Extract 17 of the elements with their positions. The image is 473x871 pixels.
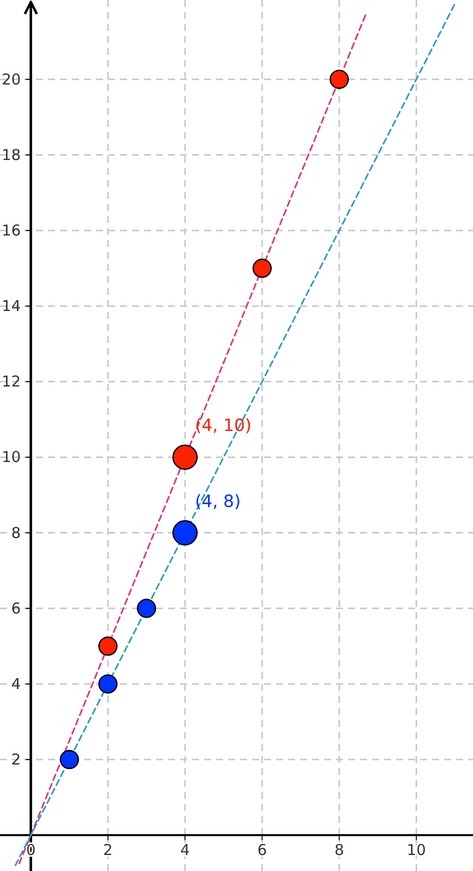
annotation: (4, 10) bbox=[195, 416, 252, 436]
y-tick-label: 2 bbox=[11, 750, 21, 769]
x-tick-label: 6 bbox=[257, 841, 267, 860]
y-tick-label: 12 bbox=[2, 372, 21, 391]
y-tick-label: 10 bbox=[2, 448, 21, 466]
x-tick-label: 8 bbox=[334, 841, 344, 860]
annotation: (4, 8) bbox=[195, 492, 241, 512]
y-tick-label: 6 bbox=[11, 599, 21, 618]
x-tick-label: 10 bbox=[406, 841, 426, 860]
x-tick-label: 4 bbox=[180, 841, 190, 860]
y-tick-label: 8 bbox=[11, 524, 21, 542]
y-tick-label: 4 bbox=[11, 674, 21, 693]
x-tick-label: 2 bbox=[103, 841, 113, 860]
y-tick-label: 20 bbox=[2, 70, 21, 88]
y-tick-label: 16 bbox=[2, 222, 21, 240]
y-tick-label: 14 bbox=[2, 297, 21, 316]
y-tick-label: 18 bbox=[2, 146, 21, 164]
